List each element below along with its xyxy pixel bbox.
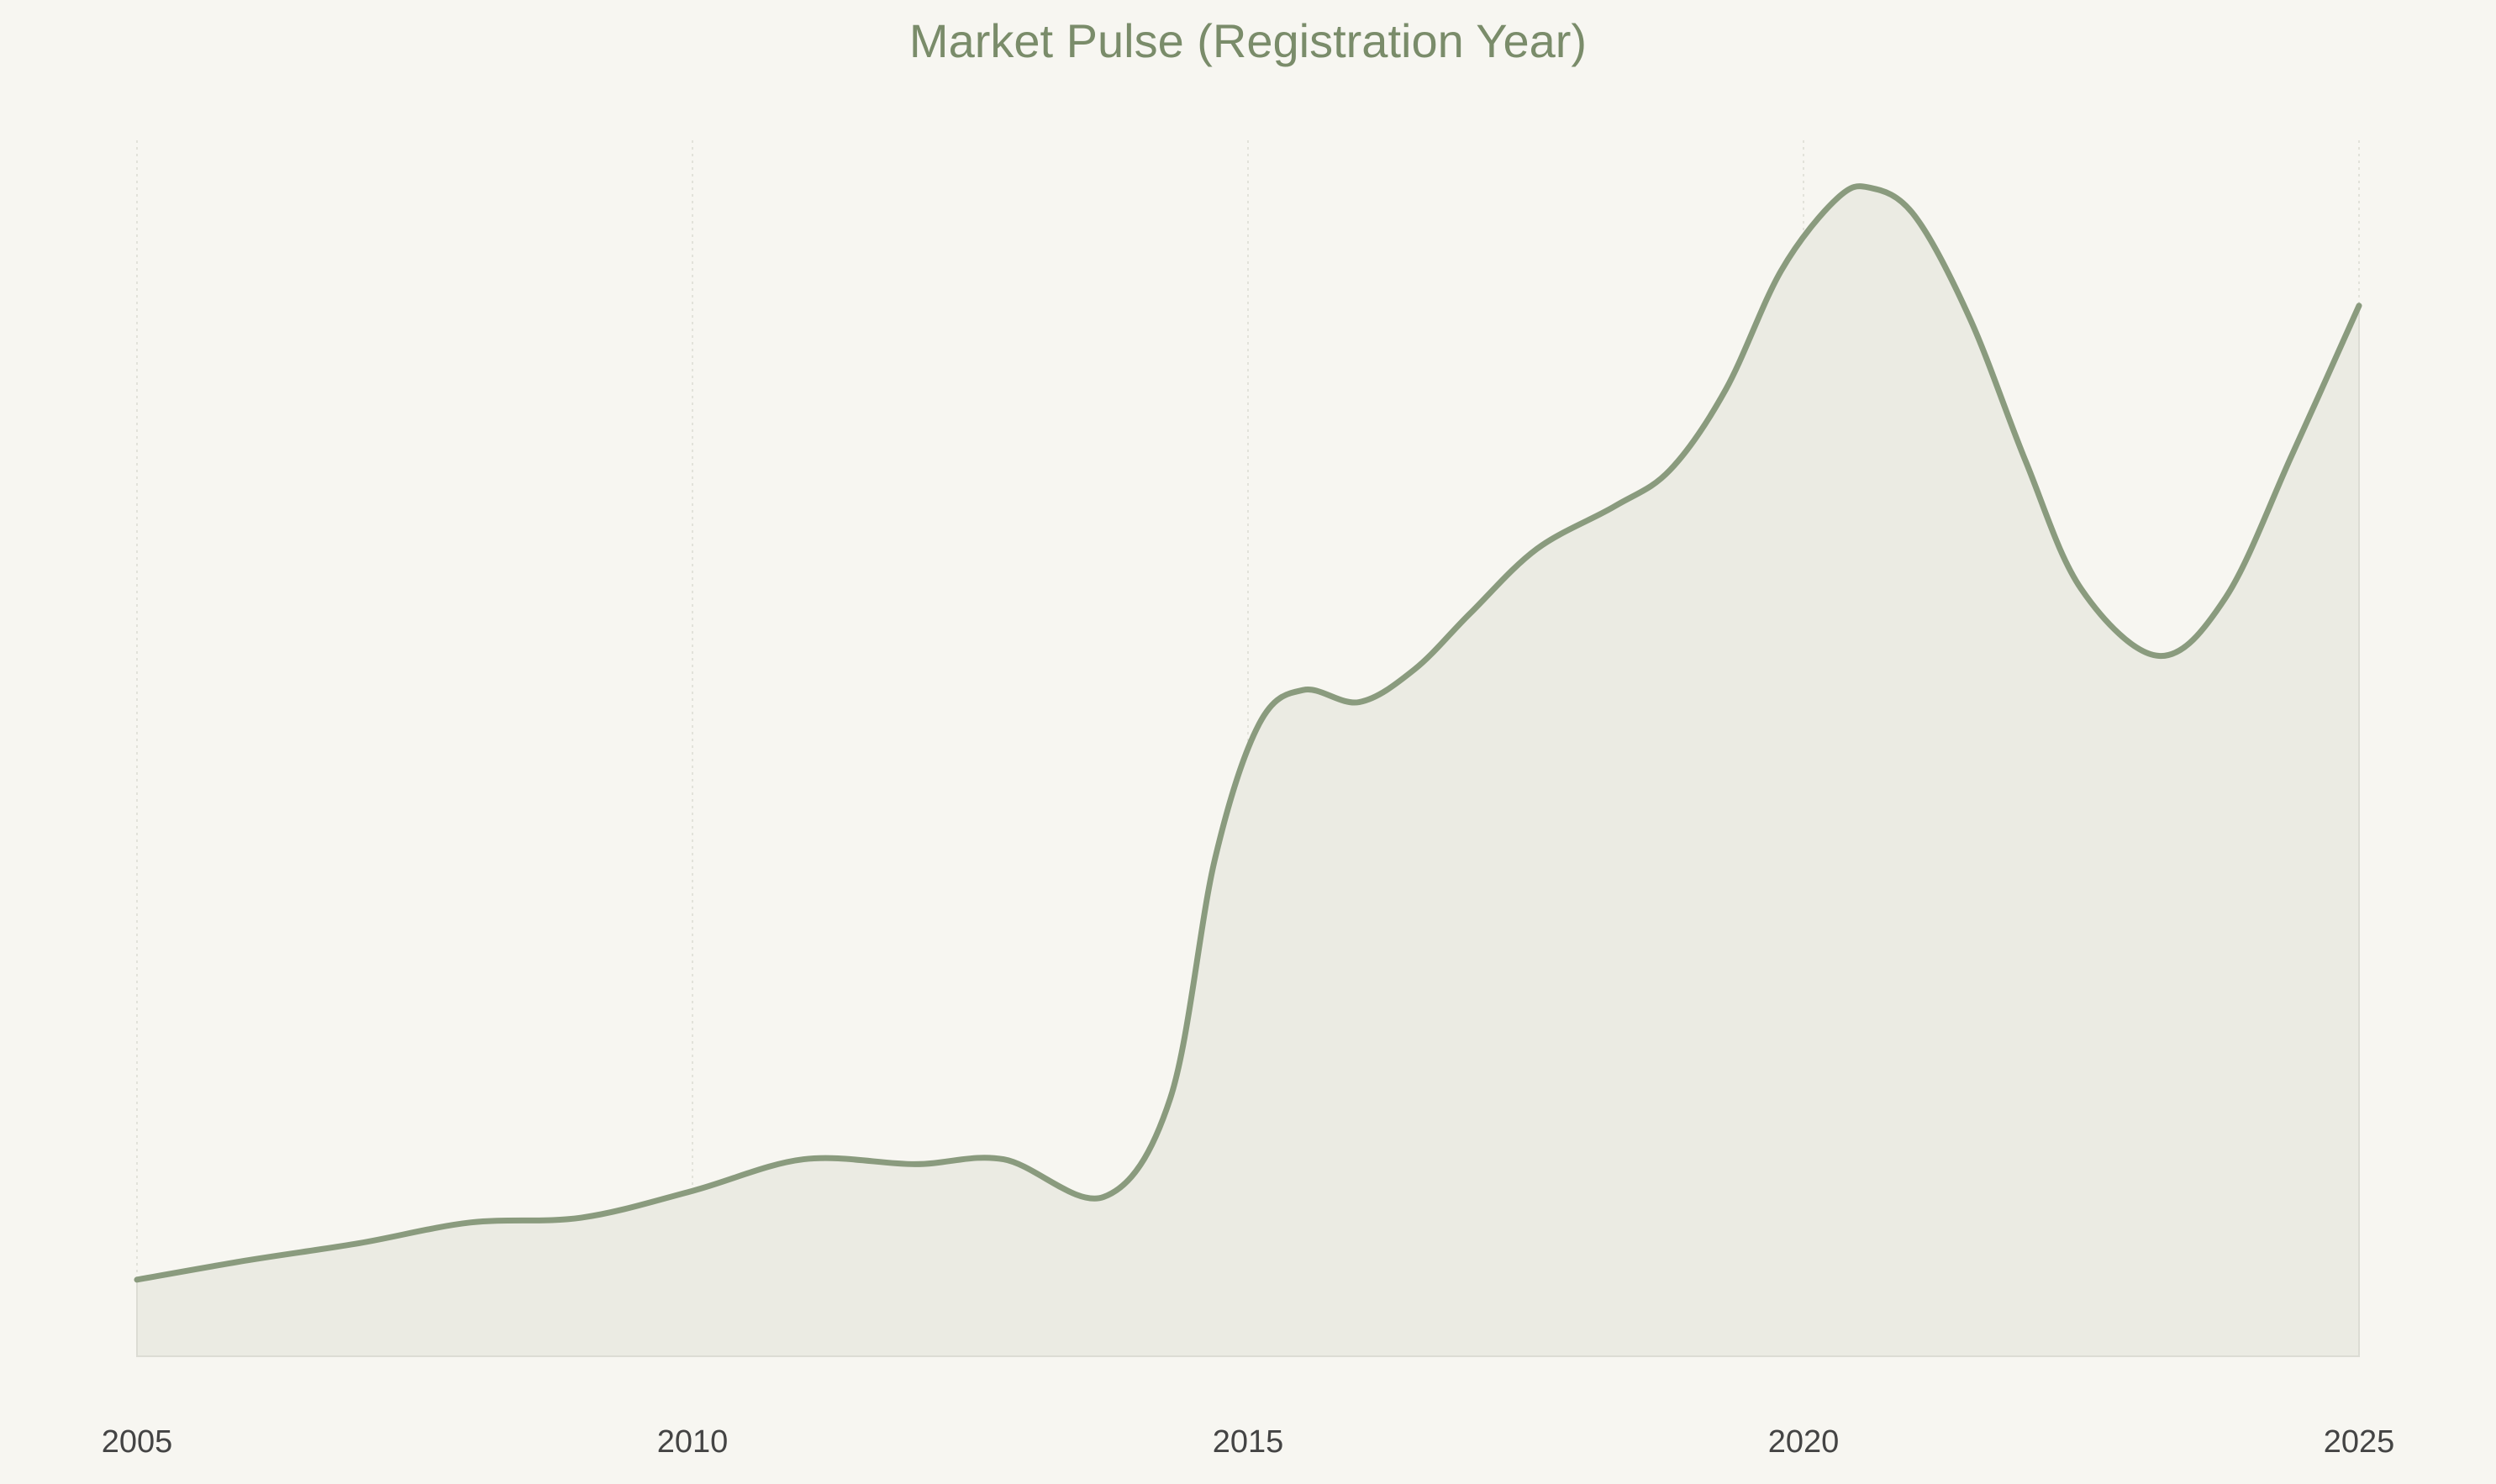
area-line xyxy=(134,183,2362,1283)
x-tick-label: 2005 xyxy=(102,1424,173,1460)
x-tick-label: 2010 xyxy=(657,1424,729,1460)
chart-title: Market Pulse (Registration Year) xyxy=(909,14,1587,67)
x-tick-label: 2015 xyxy=(1213,1424,1284,1460)
x-tick-label: 2025 xyxy=(2324,1424,2395,1460)
x-tick-label: 2020 xyxy=(1768,1424,1840,1460)
